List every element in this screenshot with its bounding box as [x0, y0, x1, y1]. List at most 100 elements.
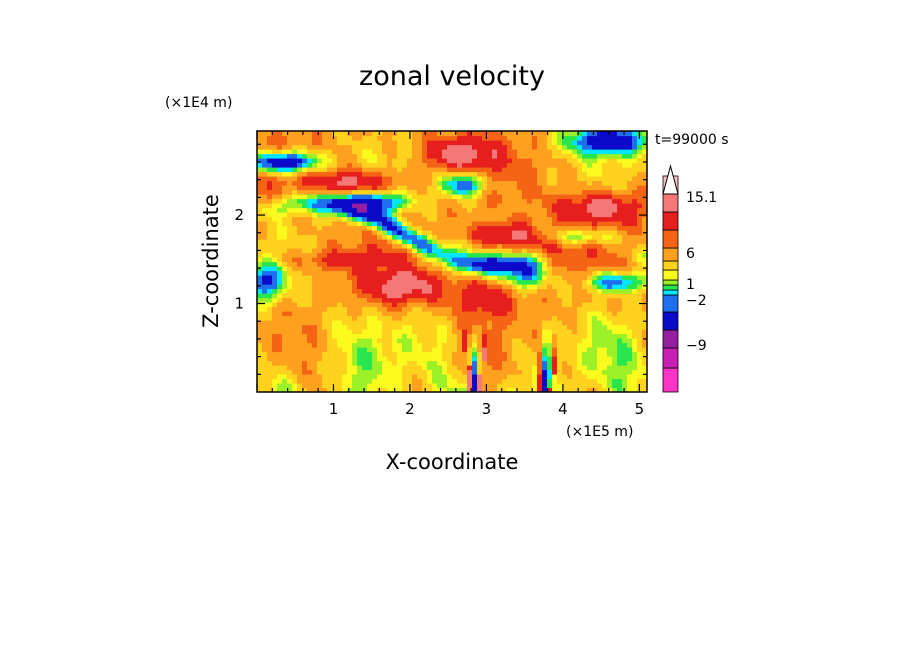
field-cell — [377, 338, 393, 344]
field-cell — [262, 347, 273, 353]
field-cell — [467, 378, 473, 384]
field-cell — [467, 342, 473, 348]
field-cell — [452, 207, 468, 213]
field-cell — [452, 360, 468, 366]
field-cell — [382, 140, 398, 146]
field-cell — [442, 189, 448, 195]
field-cell — [412, 288, 423, 294]
field-cell — [272, 293, 278, 299]
field-cell — [577, 360, 583, 366]
field-cell — [642, 252, 647, 258]
field-cell — [257, 207, 263, 213]
field-cell — [442, 149, 478, 155]
field-cell — [422, 248, 428, 254]
field-cell — [467, 239, 473, 245]
field-cell — [482, 243, 498, 249]
field-cell — [547, 356, 553, 362]
field-cell — [317, 198, 333, 204]
field-cell — [612, 356, 618, 362]
field-cell — [382, 342, 393, 348]
field-cell — [567, 279, 583, 285]
field-cell — [492, 320, 513, 326]
field-cell — [272, 311, 283, 317]
field-cell — [427, 189, 443, 195]
field-cell — [367, 216, 388, 222]
field-cell — [257, 369, 293, 375]
field-cell — [467, 189, 473, 195]
field-cell — [567, 158, 578, 164]
field-cell — [422, 365, 428, 371]
field-cell — [632, 347, 638, 353]
field-cell — [622, 162, 633, 168]
field-cell — [537, 225, 593, 231]
field-cell — [612, 234, 623, 240]
field-cell — [267, 167, 278, 173]
field-cell — [257, 189, 283, 195]
field-cell — [612, 387, 618, 392]
field-cell — [497, 275, 508, 281]
field-cell — [332, 221, 348, 227]
field-cell — [537, 333, 543, 339]
field-cell — [402, 383, 413, 389]
field-cell — [622, 275, 638, 281]
field-cell — [517, 311, 578, 317]
field-cell — [307, 338, 318, 344]
field-cell — [377, 243, 393, 249]
field-cell — [492, 176, 538, 182]
field-cell — [422, 288, 433, 294]
field-cell — [407, 248, 413, 254]
field-cell — [447, 360, 453, 366]
field-cell — [407, 162, 428, 168]
field-cell — [447, 167, 493, 173]
x-tick-label: 3 — [482, 400, 492, 418]
field-cell — [447, 162, 458, 168]
field-cell — [297, 225, 318, 231]
field-cell — [572, 288, 588, 294]
field-cell — [442, 185, 453, 191]
field-cell — [257, 275, 263, 281]
field-cell — [602, 383, 608, 389]
field-cell — [312, 297, 368, 303]
field-cell — [457, 266, 468, 272]
field-cell — [577, 315, 588, 321]
field-cell — [257, 315, 273, 321]
field-cell — [557, 144, 563, 150]
field-cell — [537, 261, 543, 267]
field-cell — [267, 185, 273, 191]
field-cell — [557, 369, 563, 375]
field-cell — [397, 230, 403, 236]
field-cell — [502, 140, 513, 146]
field-cell — [557, 234, 563, 240]
field-cell — [547, 378, 553, 384]
field-cell — [502, 338, 513, 344]
field-cell — [392, 212, 398, 218]
field-cell — [632, 356, 638, 362]
field-cell — [367, 315, 378, 321]
field-cell — [542, 369, 548, 375]
field-cell — [557, 239, 563, 245]
field-cell — [597, 284, 603, 290]
field-cell — [272, 360, 303, 366]
field-cell — [447, 266, 453, 272]
field-cell — [412, 338, 418, 344]
field-cell — [392, 302, 398, 308]
field-cell — [477, 387, 483, 392]
field-cell — [332, 324, 348, 330]
field-cell — [392, 275, 418, 281]
field-cell — [282, 203, 303, 209]
field-cell — [507, 387, 518, 392]
field-cell — [407, 198, 413, 204]
field-cell — [472, 194, 478, 200]
field-cell — [642, 297, 647, 303]
field-cell — [617, 270, 633, 276]
field-cell — [272, 383, 278, 389]
field-cell — [257, 270, 263, 276]
field-cell — [512, 221, 528, 227]
field-cell — [307, 387, 328, 392]
field-cell — [497, 153, 508, 159]
field-cell — [257, 149, 273, 155]
field-cell — [397, 131, 413, 137]
field-cell — [262, 342, 273, 348]
field-cell — [472, 387, 478, 392]
field-cell — [377, 374, 403, 380]
